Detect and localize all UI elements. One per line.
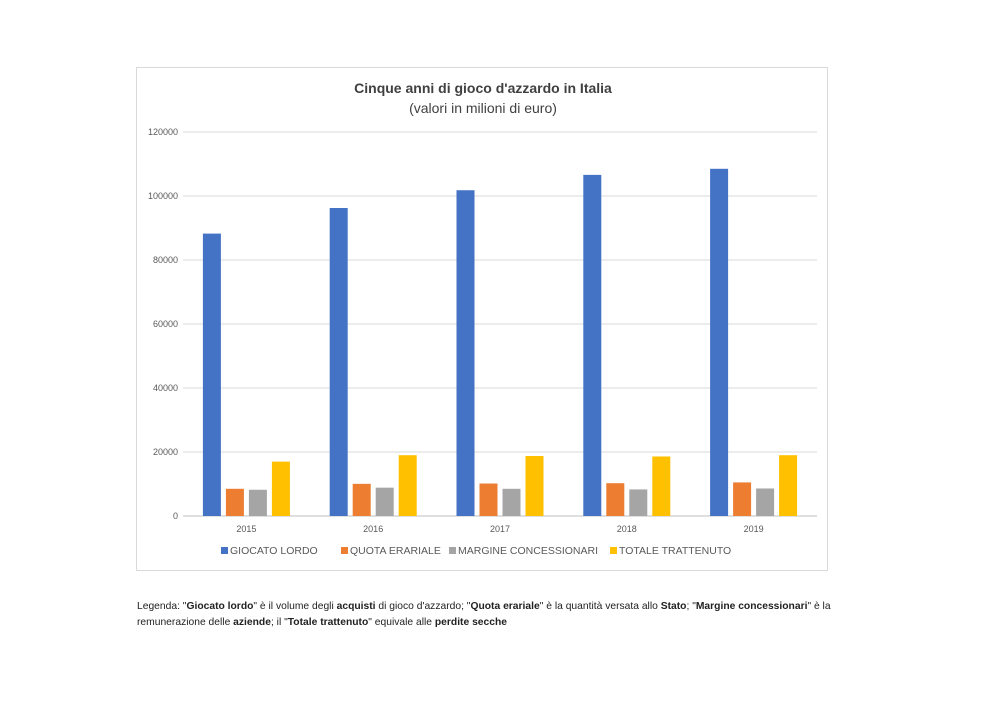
caption-text: di gioco d'azzardo; "	[375, 601, 471, 612]
gridlines	[183, 131, 817, 517]
legend-label: QUOTA ERARIALE	[350, 545, 441, 557]
bar-giocato-lordo-2019	[710, 168, 729, 517]
caption-bold-term: aziende	[233, 617, 271, 628]
bar-totale-trattenuto-2018	[652, 456, 671, 516]
bar-margine-concessionari-2015	[248, 489, 267, 516]
x-tick-label: 2017	[490, 524, 510, 534]
bar-quota-erariale-2017	[479, 483, 498, 516]
bar-giocato-lordo-2016	[329, 208, 348, 516]
caption-bold-term: Stato	[660, 601, 687, 612]
bar-totale-trattenuto-2017	[525, 456, 544, 516]
bars	[202, 168, 798, 517]
legend-swatch	[610, 547, 617, 554]
y-tick-label: 40000	[153, 383, 178, 393]
legend-label: MARGINE CONCESSIONARI	[458, 545, 598, 557]
bar-quota-erariale-2019	[733, 482, 752, 516]
bar-margine-concessionari-2019	[756, 488, 775, 516]
caption-bold-term: Quota erariale	[470, 601, 540, 612]
y-axis-ticks: 0 20000 40000 60000 80000 100000 120000	[148, 127, 178, 521]
bar-giocato-lordo-2015	[202, 233, 221, 516]
bar-totale-trattenuto-2016	[398, 455, 417, 516]
legend: GIOCATO LORDO QUOTA ERARIALE MARGINE CONCE…	[221, 545, 731, 557]
caption-text: " equivale alle	[368, 617, 435, 628]
caption-bold-term: Totale trattenuto	[287, 617, 369, 628]
caption-bold-term: perdite secche	[434, 617, 507, 628]
caption-text: ; "	[686, 601, 696, 612]
bar-quota-erariale-2015	[225, 488, 244, 516]
y-tick-label: 80000	[153, 255, 178, 265]
x-tick-label: 2016	[363, 524, 383, 534]
y-tick-label: 120000	[148, 127, 178, 137]
chart-frame: Cinque anni di gioco d'azzardo in Italia…	[136, 67, 828, 571]
caption-bold-term: Margine concessionari	[695, 601, 808, 612]
caption: Legenda: "Giocato lordo" è il volume deg…	[137, 599, 837, 631]
bar-giocato-lordo-2018	[583, 174, 602, 516]
caption-bold-term: Giocato lordo	[186, 601, 254, 612]
bar-giocato-lordo-2017	[456, 190, 475, 516]
caption-text: " è la quantità versata allo	[539, 601, 661, 612]
bar-margine-concessionari-2018	[629, 489, 648, 516]
caption-bold-term: acquisti	[336, 601, 376, 612]
legend-swatch	[449, 547, 456, 554]
x-axis-ticks: 2015 2016 2017 2018 2019	[236, 524, 763, 534]
caption-text: " è il volume degli	[253, 601, 337, 612]
legend-label: TOTALE TRATTENUTO	[619, 545, 731, 557]
bar-quota-erariale-2016	[352, 483, 371, 516]
caption-text: Legenda: "	[137, 601, 187, 612]
chart-title: Cinque anni di gioco d'azzardo in Italia	[354, 80, 612, 96]
x-tick-label: 2018	[617, 524, 637, 534]
y-tick-label: 0	[173, 511, 178, 521]
y-tick-label: 20000	[153, 447, 178, 457]
chart-subtitle: (valori in milioni di euro)	[409, 100, 557, 116]
bar-totale-trattenuto-2015	[271, 461, 290, 516]
x-tick-label: 2019	[744, 524, 764, 534]
caption-text: ; il "	[270, 617, 288, 628]
bar-chart: Cinque anni di gioco d'azzardo in Italia…	[148, 80, 817, 557]
caption-text: " è la remunerazione delle	[137, 601, 831, 628]
bar-margine-concessionari-2017	[502, 488, 521, 516]
y-tick-label: 60000	[153, 319, 178, 329]
legend-label: GIOCATO LORDO	[230, 545, 318, 557]
y-tick-label: 100000	[148, 191, 178, 201]
x-tick-label: 2015	[236, 524, 256, 534]
legend-swatch	[221, 547, 228, 554]
legend-swatch	[341, 547, 348, 554]
bar-totale-trattenuto-2019	[779, 455, 798, 516]
bar-quota-erariale-2018	[606, 483, 625, 516]
bar-margine-concessionari-2016	[375, 487, 394, 516]
